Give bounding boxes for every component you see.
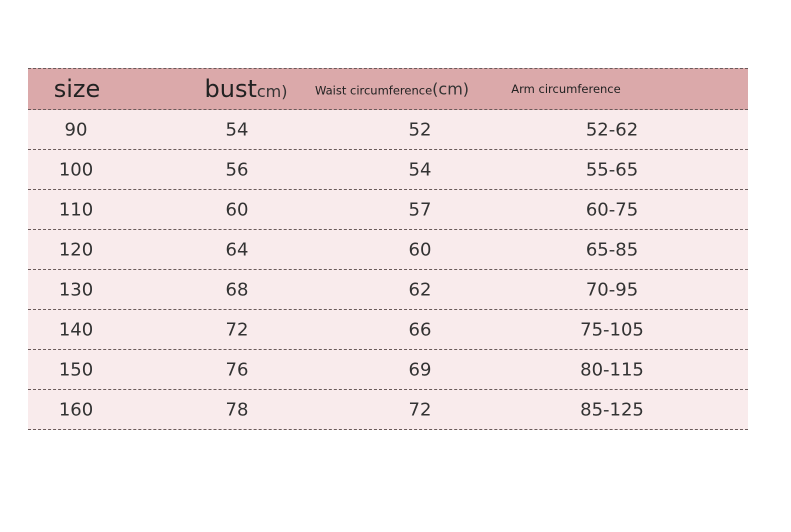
bust-cell: 54 xyxy=(225,119,249,140)
header-size: size xyxy=(53,75,101,103)
size-cell: 160 xyxy=(58,399,94,420)
table-header: size bustcm) Waist circumference(cm) Arm… xyxy=(28,68,748,110)
waist-cell: 57 xyxy=(408,199,432,220)
bust-cell: 64 xyxy=(225,239,249,260)
size-cell: 130 xyxy=(58,279,94,300)
size-cell: 140 xyxy=(58,319,94,340)
header-bust-unit: cm) xyxy=(256,82,288,101)
arm-cell: 75-105 xyxy=(580,319,644,340)
header-waist-unit: (cm) xyxy=(432,79,470,99)
table-row: 130 68 62 70-95 xyxy=(28,270,748,310)
size-cell: 120 xyxy=(58,239,94,260)
table-row: 100 56 54 55-65 xyxy=(28,150,748,190)
arm-cell: 60-75 xyxy=(585,199,639,220)
header-waist-label: Waist circumference xyxy=(314,83,433,98)
header-bust: bustcm) xyxy=(205,75,288,103)
table-row: 160 78 72 85-125 xyxy=(28,390,748,430)
waist-cell: 54 xyxy=(408,159,432,180)
waist-cell: 72 xyxy=(408,399,432,420)
header-arm: Arm circumference xyxy=(511,82,621,96)
arm-cell: 85-125 xyxy=(580,399,644,420)
header-bust-label: bust xyxy=(204,75,257,103)
table-row: 90 54 52 52-62 xyxy=(28,110,748,150)
bust-cell: 76 xyxy=(225,359,249,380)
waist-cell: 52 xyxy=(408,119,432,140)
bust-cell: 68 xyxy=(225,279,249,300)
size-cell: 150 xyxy=(58,359,94,380)
waist-cell: 60 xyxy=(408,239,432,260)
arm-cell: 52-62 xyxy=(585,119,639,140)
table-row: 110 60 57 60-75 xyxy=(28,190,748,230)
bust-cell: 78 xyxy=(225,399,249,420)
size-chart-table: size bustcm) Waist circumference(cm) Arm… xyxy=(28,68,748,430)
size-cell: 110 xyxy=(58,199,94,220)
arm-cell: 70-95 xyxy=(585,279,639,300)
waist-cell: 66 xyxy=(408,319,432,340)
table-row: 140 72 66 75-105 xyxy=(28,310,748,350)
waist-cell: 62 xyxy=(408,279,432,300)
bust-cell: 72 xyxy=(225,319,249,340)
waist-cell: 69 xyxy=(408,359,432,380)
table-row: 150 76 69 80-115 xyxy=(28,350,748,390)
arm-cell: 65-85 xyxy=(585,239,639,260)
header-waist: Waist circumference(cm) xyxy=(315,79,469,100)
table-row: 120 64 60 65-85 xyxy=(28,230,748,270)
bust-cell: 60 xyxy=(225,199,249,220)
bust-cell: 56 xyxy=(225,159,249,180)
size-cell: 90 xyxy=(64,119,88,140)
arm-cell: 55-65 xyxy=(585,159,639,180)
arm-cell: 80-115 xyxy=(580,359,644,380)
size-cell: 100 xyxy=(58,159,94,180)
table-body: 90 54 52 52-62 100 56 54 55-65 110 60 57 60-75 120 64… xyxy=(28,110,748,430)
